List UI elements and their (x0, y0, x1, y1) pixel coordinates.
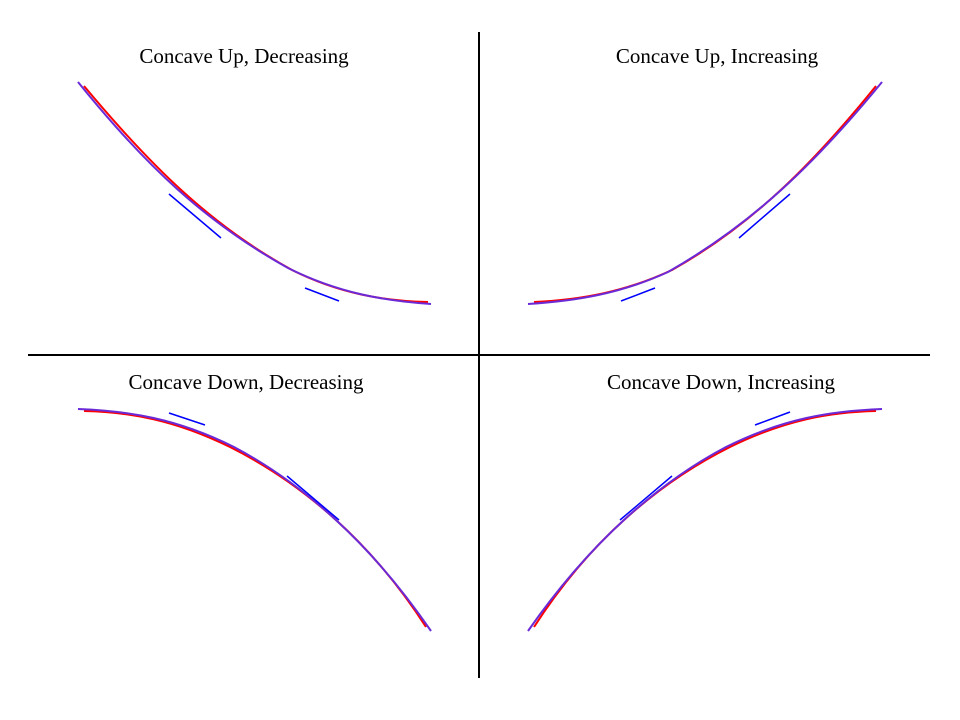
title-bottom-left: Concave Down, Decreasing (129, 370, 364, 394)
tangent-line-bottom-left-2 (286, 475, 340, 521)
approx-curve-bottom-left (77, 408, 432, 632)
tangent-line-top-right-1 (620, 287, 656, 302)
quadrant-bottom-left (77, 408, 432, 632)
tangent-line-bottom-right-2 (754, 411, 791, 426)
approx-curve-bottom-right (527, 408, 883, 632)
tangent-line-top-right-2 (738, 193, 791, 239)
tangent-line-bottom-right-1 (619, 475, 673, 521)
tangent-line-top-left-1 (168, 193, 222, 239)
curve-top-left (83, 85, 429, 303)
tangent-line-top-left-2 (304, 287, 340, 302)
tangent-line-bottom-left-1 (168, 412, 206, 426)
title-top-right: Concave Up, Increasing (616, 44, 819, 68)
quadrant-top-right (527, 81, 883, 305)
curve-bottom-right (533, 410, 877, 628)
quadrant-top-left (77, 81, 432, 305)
approx-curve-top-right (527, 81, 883, 305)
title-bottom-right: Concave Down, Increasing (607, 370, 836, 394)
curve-top-right (533, 85, 877, 303)
curve-bottom-left (83, 410, 427, 628)
title-top-left: Concave Up, Decreasing (139, 44, 349, 68)
quadrant-bottom-right (527, 408, 883, 632)
approx-curve-top-left (77, 81, 432, 305)
